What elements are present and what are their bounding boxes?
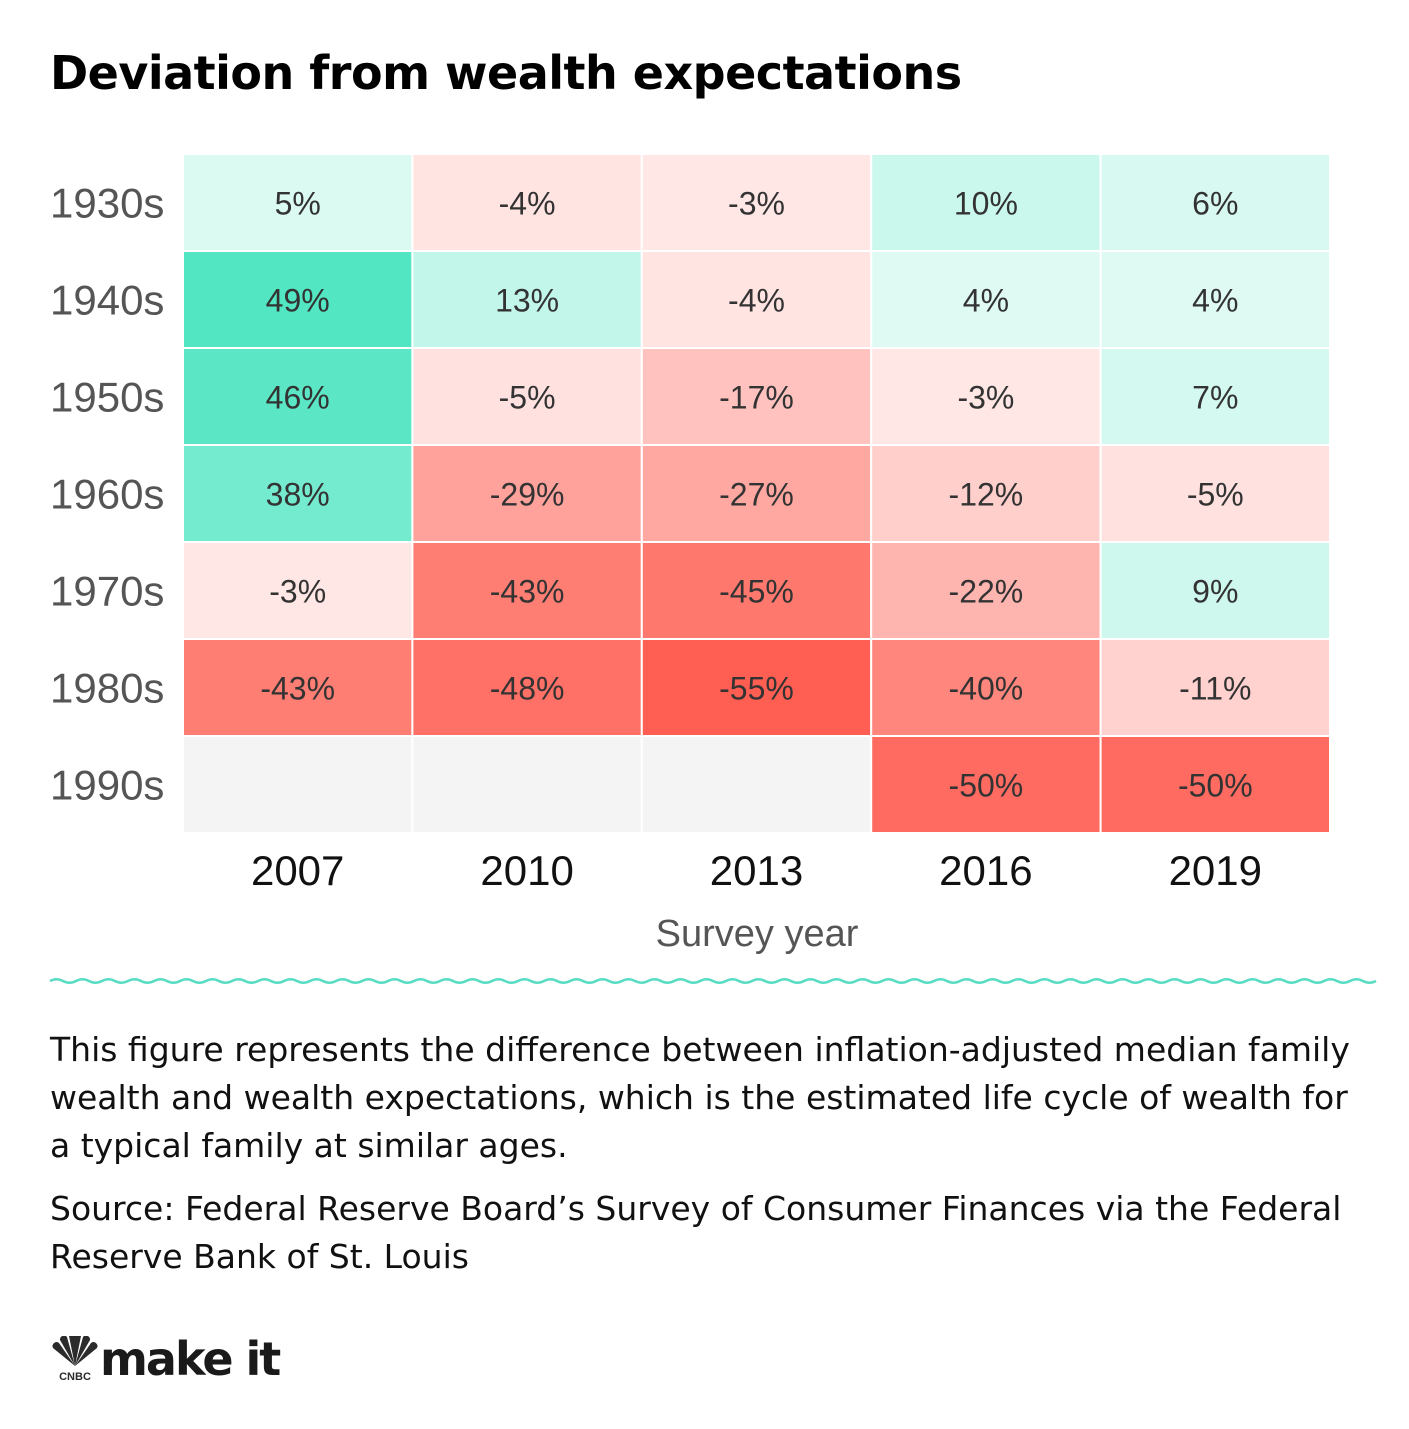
x-axis-title: Survey year bbox=[656, 913, 859, 955]
cell-value-label: -50% bbox=[949, 768, 1024, 804]
y-tick-label: 1960s bbox=[50, 471, 164, 518]
x-tick-label: 2010 bbox=[480, 847, 573, 894]
cell-value-label: -11% bbox=[1179, 671, 1251, 707]
cell-value-label: 46% bbox=[266, 380, 330, 416]
cell-value-label: -4% bbox=[499, 186, 556, 222]
heatmap-cell bbox=[870, 541, 1102, 640]
cell-value-label: 4% bbox=[1192, 283, 1238, 319]
chart-title: Deviation from wealth expectations bbox=[50, 46, 962, 100]
heatmap-cell bbox=[640, 444, 873, 543]
y-tick-label: 1980s bbox=[50, 665, 164, 712]
heatmap-cell bbox=[1099, 735, 1331, 834]
x-tick-label: 2013 bbox=[710, 847, 803, 894]
cell-value-label: -55% bbox=[719, 671, 794, 707]
cell-value-label: 49% bbox=[266, 283, 330, 319]
cell-value-label: -43% bbox=[260, 671, 335, 707]
y-axis-labels: 1930s 1940s 1950s 1960s 1970s 1980s 1990s bbox=[50, 180, 164, 809]
cell-value-label: -48% bbox=[490, 671, 565, 707]
make-it-logo: CNBC make it bbox=[50, 1322, 281, 1386]
logo-text: make it bbox=[100, 1332, 281, 1386]
cnbc-small-text: CNBC bbox=[59, 1371, 91, 1382]
wavy-divider bbox=[49, 978, 1377, 984]
heatmap-cell bbox=[411, 541, 643, 640]
cell-value-label: -5% bbox=[499, 380, 556, 416]
heatmap-cell bbox=[182, 638, 414, 737]
heatmap-cell bbox=[411, 735, 643, 834]
heatmap-cell bbox=[182, 735, 414, 834]
heatmap-cell bbox=[870, 735, 1102, 834]
cell-value-label: -17% bbox=[719, 380, 794, 416]
chart-description: This figure represents the difference be… bbox=[50, 1030, 1350, 1165]
cell-value-label: 5% bbox=[275, 186, 321, 222]
heatmap-cell bbox=[640, 541, 873, 640]
cell-value-label: -40% bbox=[949, 671, 1024, 707]
heatmap-cell bbox=[640, 250, 873, 349]
cell-value-label: 9% bbox=[1192, 574, 1238, 610]
heatmap-cell bbox=[870, 250, 1102, 349]
cell-value-label: -29% bbox=[490, 477, 565, 513]
heatmap-cell bbox=[411, 250, 643, 349]
cell-value-label: -4% bbox=[728, 283, 785, 319]
cell-value-label: 6% bbox=[1192, 186, 1238, 222]
cell-value-label: -12% bbox=[949, 477, 1024, 513]
heatmap-cell bbox=[640, 153, 873, 252]
heatmap-cell bbox=[640, 347, 873, 446]
heatmap-cell bbox=[870, 444, 1102, 543]
cell-value-label: -3% bbox=[957, 380, 1014, 416]
heatmap-chart: 5% -4% -3% 10% 6% 49% 13% -4% 4% 4% 46% -5% -17% -3% 7… bbox=[49, 153, 1377, 984]
cell-value-label: -45% bbox=[719, 574, 794, 610]
x-axis-labels: 2007 2010 2013 2016 2019 bbox=[251, 847, 1262, 894]
y-tick-label: 1930s bbox=[50, 180, 164, 227]
heatmap-cell bbox=[1099, 541, 1331, 640]
nbc-peacock-icon: CNBC bbox=[52, 1336, 98, 1382]
y-tick-label: 1950s bbox=[50, 374, 164, 421]
heatmap-cells: 5% -4% -3% 10% 6% 49% 13% -4% 4% 4% 46% -5% -17% -3% 7… bbox=[182, 153, 1331, 834]
heatmap-cell bbox=[182, 444, 414, 543]
y-tick-label: 1940s bbox=[50, 277, 164, 324]
cell-value-label: -3% bbox=[728, 186, 785, 222]
heatmap-cell bbox=[640, 735, 873, 834]
cell-value-label: 10% bbox=[954, 186, 1018, 222]
source-note: Source: Federal Reserve Board’s Survey o… bbox=[50, 1189, 1342, 1276]
heatmap-cell bbox=[411, 444, 643, 543]
cell-value-label: 13% bbox=[495, 283, 559, 319]
heatmap-cell bbox=[182, 153, 414, 252]
heatmap-cell bbox=[870, 347, 1102, 446]
heatmap-cell bbox=[411, 153, 643, 252]
heatmap-cell bbox=[1099, 347, 1331, 446]
x-tick-label: 2016 bbox=[939, 847, 1032, 894]
cell-value-label: -5% bbox=[1187, 477, 1244, 513]
heatmap-cell bbox=[1099, 250, 1331, 349]
cell-value-label: 7% bbox=[1192, 380, 1238, 416]
x-tick-label: 2007 bbox=[251, 847, 344, 894]
cell-value-label: -50% bbox=[1178, 768, 1253, 804]
cell-value-label: -22% bbox=[949, 574, 1024, 610]
cell-value-label: -27% bbox=[719, 477, 794, 513]
cell-value-label: 4% bbox=[963, 283, 1009, 319]
cell-value-label: -43% bbox=[490, 574, 565, 610]
heatmap-cell bbox=[1099, 638, 1331, 737]
x-tick-label: 2019 bbox=[1169, 847, 1262, 894]
heatmap-cell bbox=[411, 347, 643, 446]
heatmap-cell bbox=[182, 541, 414, 640]
cell-value-label: 38% bbox=[266, 477, 330, 513]
cell-value-label: -3% bbox=[269, 574, 326, 610]
heatmap-cell bbox=[870, 638, 1102, 737]
y-tick-label: 1970s bbox=[50, 568, 164, 615]
y-tick-label: 1990s bbox=[50, 762, 164, 809]
heatmap-cell bbox=[1099, 444, 1331, 543]
